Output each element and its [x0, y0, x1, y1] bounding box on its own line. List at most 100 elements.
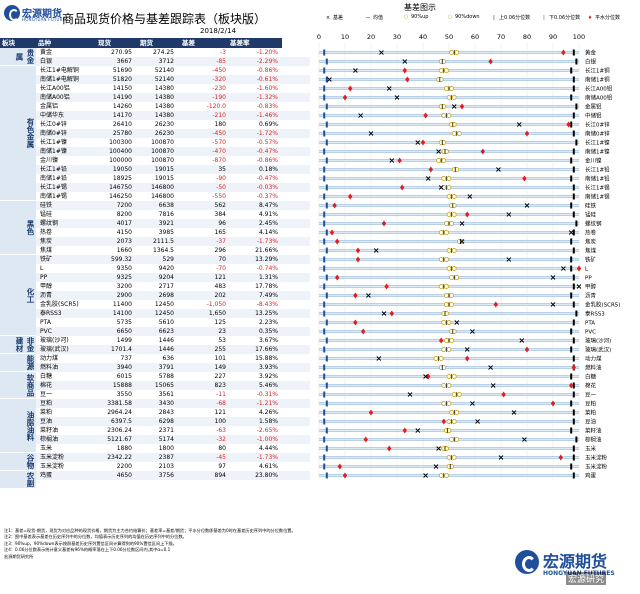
footnote-line: 注1：基差=现货-期货，现货为对应品种的现货价格，期货为主力合约结算价；基差率=…: [4, 528, 296, 533]
cell-spot: 7200: [116, 202, 132, 209]
basis-mark: [490, 383, 496, 388]
table-row: 南储1#镍 100400 100870 -470 -0.47%: [36, 147, 310, 156]
ci-up-mark: [441, 320, 447, 325]
row-label: 沥青: [585, 292, 597, 300]
ci-up-mark: [441, 176, 447, 181]
cell-fut: 6638: [158, 202, 174, 209]
row-label: 南储1#铜: [585, 76, 610, 84]
table-row: 热卷 4150 3985 165 4.14%: [36, 228, 310, 237]
lower-quantile-mark: [323, 391, 326, 398]
ci-up-mark: [438, 68, 444, 73]
cell-name: 玉米: [40, 445, 53, 452]
company-logo: 宏源期货 HONGYUAN FUTURES: [2, 2, 68, 28]
cell-name: 长江1#镍: [40, 139, 67, 146]
x-tick-label: 50: [445, 33, 453, 41]
basis-mark: [433, 464, 439, 469]
lower-quantile-mark: [325, 400, 328, 407]
lower-quantile-mark: [325, 319, 328, 326]
ci-down-mark: [451, 266, 457, 271]
basis-mark: [470, 329, 475, 334]
cell-name: 螺纹钢: [40, 220, 59, 227]
table-row: 金川镍 100000 100870 -870 -0.86%: [36, 156, 310, 165]
ci-down-mark: [449, 86, 455, 91]
lower-quantile-mark: [323, 301, 326, 308]
basis-mark: [376, 356, 382, 361]
ci-down-mark: [438, 356, 444, 361]
cell-rate: -1.60%: [256, 85, 278, 92]
ci-up-mark: [438, 473, 444, 478]
cell-spot: 14260: [112, 103, 132, 110]
cell-rate: -0.03%: [256, 184, 278, 191]
cell-basis: 202: [214, 292, 226, 299]
cell-basis: 96: [218, 220, 226, 227]
table-row: 泰RSS3 14100 12450 1,650 13.25%: [36, 309, 310, 318]
cell-name: 南储1#锡: [40, 193, 67, 200]
upper-quantile-mark: [572, 112, 575, 119]
ci-up-mark: [446, 212, 452, 217]
cell-name: 南储0#锌: [40, 130, 67, 137]
ci-down-mark: [441, 158, 447, 163]
cell-fut: 3712: [158, 58, 174, 65]
flat-quantile-mark: [566, 121, 571, 128]
flat-quantile-mark: [465, 355, 470, 362]
cell-basis: -190: [212, 94, 226, 101]
row-label: PVC: [585, 330, 596, 336]
flat-quantile-mark: [384, 283, 389, 290]
logo-brand-sub: HONGYUAN FUTURES: [22, 17, 69, 22]
flat-quantile-mark: [571, 364, 576, 371]
cell-rate: 4.44%: [258, 445, 278, 452]
cell-basis: 149: [214, 364, 226, 371]
flat-quantile-mark: [335, 238, 340, 245]
cell-name: 白糖: [40, 373, 53, 380]
cell-name: 棉花: [40, 382, 53, 389]
row-label: 长江1#铅: [585, 166, 610, 174]
cell-rate: -1.73%: [256, 238, 278, 245]
ci-down-mark: [446, 383, 452, 388]
lower-quantile-mark: [323, 283, 326, 290]
row-label: 鸡蛋: [585, 472, 597, 480]
upper-quantile-mark: [572, 193, 575, 200]
cell-rate: 23.80%: [255, 472, 278, 479]
upper-quantile-mark: [575, 436, 578, 443]
table-row: 棕榈油 5121.67 5174 -32 -1.00%: [36, 435, 310, 444]
cell-name: 焦煤: [40, 247, 53, 254]
cell-name: 动力煤: [40, 355, 59, 362]
basis-mark: [561, 266, 566, 271]
section-label: 有色金属: [0, 66, 36, 201]
cell-basis: 125: [214, 319, 226, 326]
cell-fut: 3791: [158, 364, 174, 371]
flat-quantile-mark: [353, 319, 358, 326]
cell-fut: 14380: [154, 112, 174, 119]
upper-quantile-mark: [572, 355, 575, 362]
ci-down-mark: [449, 221, 455, 226]
basis-mark: [423, 374, 428, 379]
row-label: 玉米: [585, 445, 597, 453]
cell-rate: -1.21%: [256, 400, 278, 407]
cell-name: 铁矿: [40, 256, 53, 263]
row-label: 锰硅: [585, 211, 597, 219]
cell-fut: 26230: [154, 121, 174, 128]
flat-quantile-mark: [337, 463, 342, 470]
upper-quantile-mark: [572, 301, 575, 308]
table-row: 玉米 1880 1800 80 4.44%: [36, 444, 310, 453]
legend-item: | 下0.06分位数: [540, 14, 580, 21]
basis-mark: [451, 104, 457, 109]
flat-quantile-mark: [576, 265, 582, 272]
ci-down-mark: [443, 473, 449, 478]
ci-down-mark: [451, 374, 457, 379]
ci-up-mark: [449, 275, 455, 280]
flat-quantile-mark: [522, 175, 527, 182]
footnote-line: 注4：0.06分位数表示统计意义基差有96%的概率落在上下0.06分位数区间内,…: [4, 547, 171, 553]
lower-quantile-mark: [323, 130, 326, 137]
lower-quantile-mark: [325, 382, 328, 389]
table-row: 长江1#电解铜 51690 52140 -450 -0.86%: [36, 66, 310, 75]
chart-title: 基差图示: [404, 3, 436, 12]
cell-basis: 165: [214, 229, 226, 236]
upper-quantile-mark: [572, 391, 575, 398]
table-row: 长江1#铅 19050 19015 35 0.18%: [36, 165, 310, 174]
flat-quantile-mark: [363, 436, 368, 443]
basis-mark: [467, 194, 473, 199]
cell-rate: 0.35%: [258, 328, 278, 335]
lower-quantile-mark: [325, 139, 328, 146]
